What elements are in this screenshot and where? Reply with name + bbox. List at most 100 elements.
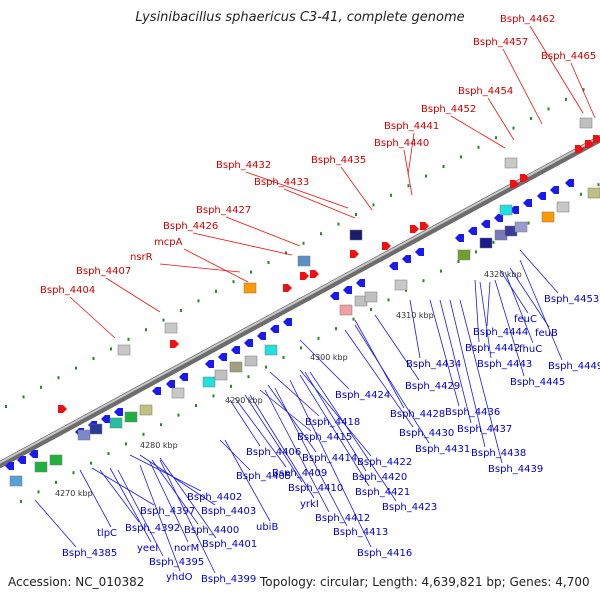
leader-line [149,461,189,543]
gene-label-reverse: Bsph_4403 [201,506,256,517]
reverse-gene-arrow [468,227,477,235]
gene-label-reverse: Bsph_4406 [246,447,301,458]
leader-line [269,371,320,417]
tick-dot [107,452,110,455]
gene-label-reverse: tlpC [97,528,117,539]
tick-dot [422,279,425,283]
leader-line [479,281,492,359]
leader-line [487,97,515,141]
gene-label-forward: Bsph_4435 [311,155,366,166]
leader-line [344,329,414,428]
gene-box [264,344,278,356]
kbp-label: 4280 kbp [140,441,178,450]
tick-dot [407,184,410,188]
leader-line [105,277,161,313]
gene-label-forward: Bsph_4440 [374,138,429,149]
tick-dot [440,269,442,273]
gene-label-reverse: norM [174,543,199,554]
leader-line [494,279,525,377]
tick-dot [565,97,567,101]
gene-box [244,355,258,367]
gene-box [243,282,257,294]
reverse-gene-arrow [481,220,490,228]
gene-label-reverse: Bsph_4422 [357,457,412,468]
gene-label-reverse: Bsph_4442 [465,343,520,354]
leader-line [499,269,529,314]
leader-line [249,394,315,499]
gene-box [124,411,138,423]
gene-box [109,417,123,429]
leader-line [299,339,350,390]
gene-box [556,201,570,213]
tick-dot [477,145,480,149]
leader-line [519,249,559,294]
gene-label-forward: Bsph_4462 [500,14,555,25]
gene-label-reverse: Bsph_4405 [236,471,291,482]
kbp-label: 4290 kbp [225,396,263,405]
gene-label-reverse: Bsph_4449 [548,361,600,372]
gene-label-reverse: Bsph_4410 [288,483,343,494]
forward-gene-arrow [520,174,529,182]
tick-dot [5,405,7,408]
forward-gene-arrow [510,180,519,188]
tick-dot [247,375,250,379]
tick-dot [55,480,57,484]
tick-dot [145,328,147,332]
tick-dot [75,366,77,370]
leader-line [502,48,543,125]
reverse-gene-arrow [166,380,175,388]
reverse-gene-arrow [343,286,352,294]
gene-box [77,429,91,441]
leader-line [299,374,370,487]
leader-line [109,467,152,543]
gene-label-reverse: Bsph_4415 [297,432,352,443]
kbp-label: 4310 kbp [396,311,434,320]
reverse-gene-arrow [270,325,279,333]
tick-dot [232,280,235,284]
leader-line [374,314,420,381]
leader-line [225,216,301,247]
tick-dot [495,136,497,140]
gene-label-reverse: Bsph_4424 [335,390,390,401]
reverse-gene-arrow [523,199,532,207]
tick-dot [442,165,445,168]
reverse-gene-arrow [152,387,161,395]
leader-line [570,62,596,119]
gene-label-forward: Bsph_4404 [40,285,95,296]
tick-dot [460,155,462,159]
leader-line [299,369,372,457]
tick-dot [390,193,392,197]
label-leader-lines [34,25,596,574]
gene-box [34,461,48,473]
reverse-gene-arrow [330,292,339,300]
gene-label-reverse: Bsph_4418 [305,417,360,428]
gene-box [499,204,513,216]
forward-gene-arrow [410,225,419,233]
tick-dot [457,260,460,263]
gene-label-reverse: yrkI [300,499,319,510]
tick-dot [300,346,302,350]
gene-box [297,255,311,267]
reverse-gene-arrow [114,408,123,416]
gene-box [364,291,378,303]
reverse-gene-arrow [29,450,38,458]
leader-line [283,188,356,219]
gene-label-reverse: Bsph_4399 [201,574,256,585]
gene-label-reverse: Bsph_4412 [315,513,370,524]
gene-label-reverse: Bsph_4428 [390,409,445,420]
tick-dot [40,385,42,389]
reverse-gene-arrow [402,255,411,263]
gene-label-forward: Bsph_4441 [384,121,439,132]
gene-box [579,117,593,129]
gene-label-reverse: Bsph_4395 [149,557,204,568]
forward-gene-arrow [420,222,429,230]
reverse-gene-arrow [5,462,14,470]
tick-dot [22,395,25,399]
leader-line [519,259,563,361]
gene-box [457,249,471,261]
tick-dot [285,251,287,255]
tick-dot [160,423,162,427]
gene-label-reverse: Bsph_4416 [357,548,412,559]
gene-box [89,423,103,435]
gene-label-reverse: Bsph_4437 [457,424,512,435]
